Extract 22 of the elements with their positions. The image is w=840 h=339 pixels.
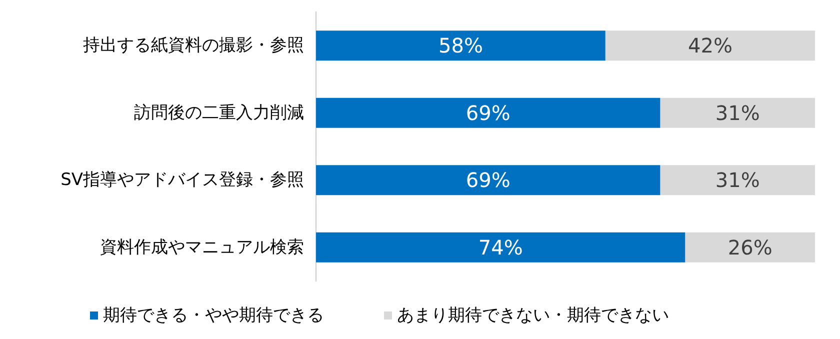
data-label: 74% [478, 235, 523, 260]
data-label: 31% [715, 100, 760, 125]
data-label: 31% [715, 168, 760, 192]
bar [316, 165, 660, 196]
data-label: 42% [688, 34, 732, 58]
y-tick-label: 持出する紙資料の撮影・参照 [83, 36, 304, 56]
y-tick-label: 訪問後の二重入力削減 [134, 102, 304, 123]
bar [660, 165, 815, 196]
data-label: 69% [466, 168, 510, 192]
y-tick-label: 資料作成やマニュアル検索 [100, 237, 304, 258]
bar [685, 232, 815, 262]
data-label: 69% [466, 100, 510, 125]
bar [660, 98, 815, 128]
legend-label: 期待できる・やや期待できる [103, 306, 324, 326]
legend-label: あまり期待できない・期待できない [397, 306, 669, 326]
data-label: 58% [438, 34, 483, 58]
bar [316, 30, 606, 61]
bar [316, 232, 686, 262]
data-label: 26% [728, 235, 772, 260]
bar [316, 98, 660, 128]
bar [605, 30, 815, 61]
y-tick-label: SV指導やアドバイス登録・参照 [60, 170, 304, 190]
